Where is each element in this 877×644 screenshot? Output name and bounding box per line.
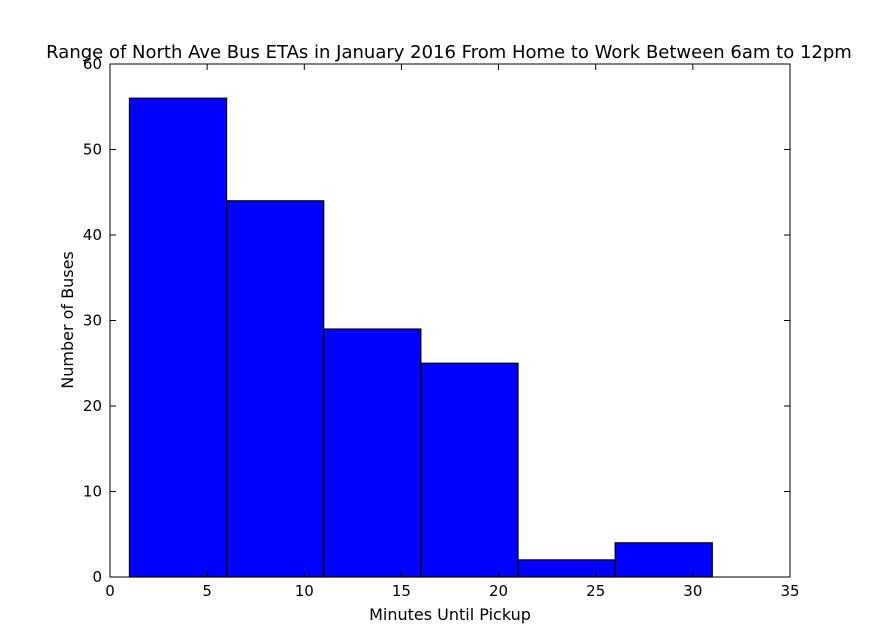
histogram-bar-4 <box>420 362 519 578</box>
y-tick-label: 40 <box>83 226 102 244</box>
histogram-bar-2 <box>225 200 325 578</box>
x-tick-label: 5 <box>202 582 212 600</box>
x-tick-label: 15 <box>392 582 411 600</box>
x-tick-label: 20 <box>489 582 508 600</box>
tick-labels-group: 0 5 10 15 20 25 30 35 0 10 20 30 40 50 60 <box>83 55 800 600</box>
y-axis-label: Number of Buses <box>58 251 77 389</box>
y-tick-label: 30 <box>83 312 102 330</box>
histogram-bar-3 <box>323 328 422 578</box>
y-tick-label: 60 <box>83 55 102 73</box>
x-axis-label: Minutes Until Pickup <box>369 605 531 624</box>
histogram-bar-1 <box>128 97 228 578</box>
histogram-bar-6 <box>614 542 713 578</box>
x-tick-label: 30 <box>683 582 702 600</box>
chart-title: Range of North Ave Bus ETAs in January 2… <box>46 42 852 63</box>
y-tick-label: 50 <box>83 141 102 159</box>
x-tick-label: 0 <box>105 582 115 600</box>
histogram-bar-5 <box>517 559 616 578</box>
bars-group <box>128 97 713 578</box>
x-tick-label: 35 <box>780 582 799 600</box>
y-tick-label: 0 <box>92 568 102 586</box>
x-tick-label: 25 <box>586 582 605 600</box>
ticks-group <box>109 63 791 578</box>
y-tick-label: 10 <box>83 483 102 501</box>
y-tick-label: 20 <box>83 397 102 415</box>
x-tick-label: 10 <box>295 582 314 600</box>
